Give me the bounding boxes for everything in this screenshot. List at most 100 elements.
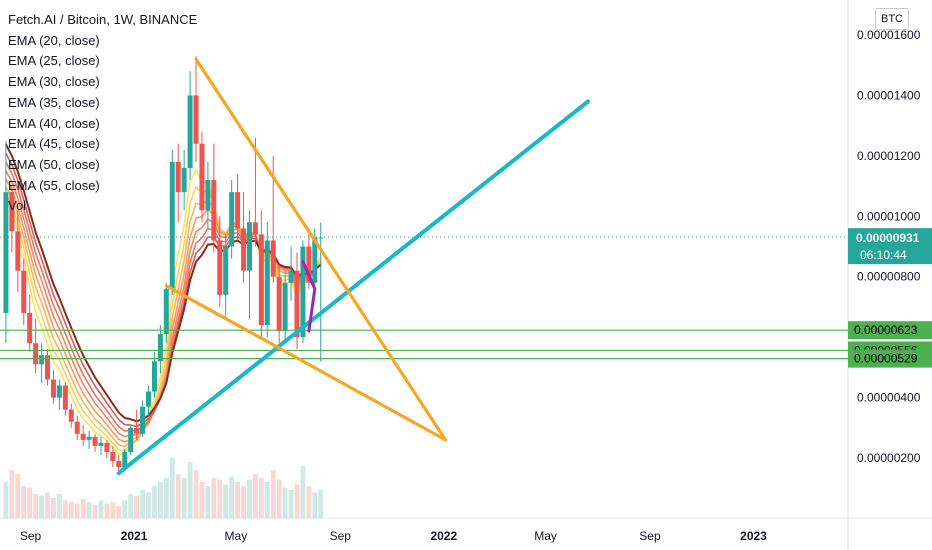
candle-body [282,282,288,332]
volume-bar [140,490,145,518]
indicator-ema-40[interactable]: EMA (40, close) [8,115,100,131]
candle-body [193,95,199,144]
level-label: 0.00000623 [854,323,918,337]
candle-body [288,270,294,283]
symbol-title[interactable]: Fetch.AI / Bitcoin, 1W, BINANCE [8,12,198,27]
price-tick-label: 0.00001600 [857,28,921,42]
candle-body [264,240,270,326]
volume-bar [33,494,39,518]
candle-body [15,231,21,271]
indicator-ema-55[interactable]: EMA (55, close) [8,177,100,193]
candle-body [134,427,140,434]
volume-bar [157,482,163,518]
volume-bar [21,486,27,518]
candle-body [62,385,68,410]
price-tag-countdown: 06:10:44 [860,248,907,262]
candle-body [9,192,15,232]
candle-body [258,234,264,326]
indicator-vol[interactable]: Vol [8,198,27,214]
candle-body [122,451,128,468]
volume-bar [128,494,134,518]
volume-bar [300,466,306,518]
price-tick-label: 0.00001400 [857,88,921,102]
time-tick-label: Sep [20,529,42,543]
volume-bar [193,470,199,518]
volume-bar [318,490,324,518]
volume-bar [3,482,9,518]
candle-body [306,246,312,283]
volume-bar [62,500,68,518]
price-tag: 0.00000931 06:10:44 [848,228,932,265]
candle-body [86,436,92,440]
price-tick-label: 0.00000400 [857,391,921,405]
volume-bar [205,486,211,518]
candle-body [217,240,223,295]
candle-body [21,270,27,313]
volume-bar [288,490,294,518]
time-tick-label: Sep [639,529,661,543]
indicator-ema-30[interactable]: EMA (30, close) [8,74,100,90]
currency-button[interactable]: BTC [875,8,909,30]
time-tick-label: May [225,529,248,543]
indicator-ema-35[interactable]: EMA (35, close) [8,94,100,110]
volume-bar [312,492,318,518]
level-label-box [848,349,932,368]
indicator-ema-25[interactable]: EMA (25, close) [8,53,100,69]
candle-body [175,161,181,193]
time-tick-label: 2021 [121,529,148,543]
volume-bar [229,476,235,518]
volume-bar [253,474,258,518]
candle-body [199,143,205,211]
candle-body [3,192,9,313]
volume-bar [169,458,175,518]
candle-body [98,442,104,446]
volume-bar [270,470,276,518]
candle-body [92,436,98,446]
candle-body [116,461,122,468]
volume-bar [152,486,157,518]
volume-bar [15,474,21,518]
candle-body [241,228,247,271]
indicator-ema-50[interactable]: EMA (50, close) [8,156,100,172]
volume-bar [282,487,288,518]
volume-bar [264,482,270,518]
volume-bar [146,492,151,518]
candle-body [163,288,169,335]
volume-bar [211,478,217,518]
volume-bar [241,486,246,518]
volume-bar [294,484,300,518]
volume-bar [258,478,264,518]
candle-body [50,379,56,398]
level-label: 0.00000529 [854,352,918,366]
volume-bar [80,498,86,518]
volume-bar [134,495,140,518]
volume-bar [116,506,122,518]
candle-body [151,361,157,392]
candle-body [312,237,318,283]
candle-body [145,391,151,407]
volume-bar [110,502,116,518]
candle-body [300,246,306,338]
volume-bar [68,502,74,518]
volume-bar [74,503,80,518]
volume-bar [51,498,56,518]
candle-body [33,343,39,365]
indicator-ema-20[interactable]: EMA (20, close) [8,32,100,48]
price-tag-box [848,228,932,265]
indicator-ema-45[interactable]: EMA (45, close) [8,136,100,152]
volume-bar [45,492,50,518]
wedge-pattern [301,260,317,333]
volume-bar [56,494,62,518]
volume-bar [92,505,98,518]
candle-body [80,433,86,440]
candle-body [157,334,163,362]
candle-body [68,409,74,422]
legend: Fetch.AI / Bitcoin, 1W, BINANCE EMA (20,… [8,10,197,217]
volume-bar [39,495,44,518]
time-tick-label: 2022 [430,529,457,543]
candle-body [45,355,51,380]
price-tick-label: 0.00001200 [857,149,921,163]
